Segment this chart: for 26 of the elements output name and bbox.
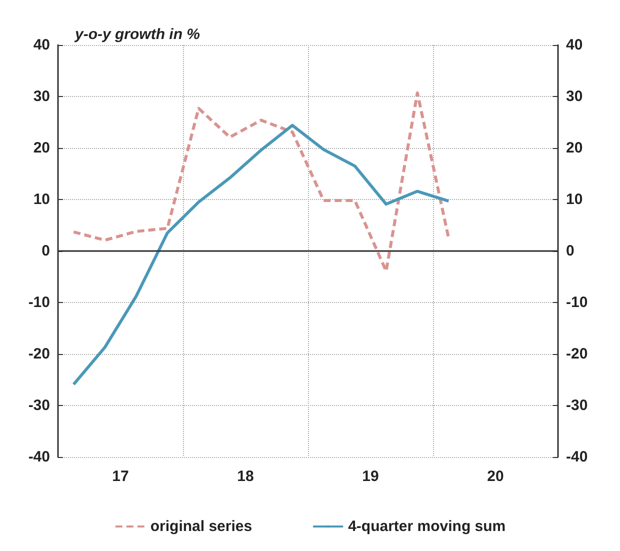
y2-tick-label: 30 <box>566 88 583 105</box>
x-tick-label: 18 <box>237 468 254 485</box>
x-tick-label: 19 <box>362 468 379 485</box>
y-tick-label: -40 <box>28 448 50 466</box>
y2-tick-label: 20 <box>566 140 583 156</box>
y2-tick-label: 40 <box>566 36 583 54</box>
y-tick-label: 20 <box>33 140 50 156</box>
x-tick-label: 17 <box>112 468 129 485</box>
y-tick-label: 0 <box>42 242 50 260</box>
y-tick-label: -30 <box>28 397 50 414</box>
y-tick-label: 10 <box>33 191 50 208</box>
line-series <box>72 124 450 386</box>
legend-label: 4-quarter moving sum <box>348 518 506 535</box>
x-tick-label: 20 <box>487 468 504 485</box>
y2-tick-label: -30 <box>566 397 588 414</box>
chart-title: y-o-y growth in % <box>74 26 200 43</box>
y2-tick-label: 10 <box>566 191 583 208</box>
y2-tick-label: -40 <box>566 448 588 466</box>
y2-tick-label: -10 <box>566 294 588 311</box>
y-tick-label: 40 <box>33 36 50 54</box>
y-tick-label: 30 <box>33 88 50 105</box>
legend-label: original series <box>150 518 252 535</box>
y-tick-label: -20 <box>28 346 50 362</box>
y-tick-label: -10 <box>28 294 50 311</box>
y2-tick-label: 0 <box>566 242 574 260</box>
y2-tick-label: -20 <box>566 346 588 362</box>
